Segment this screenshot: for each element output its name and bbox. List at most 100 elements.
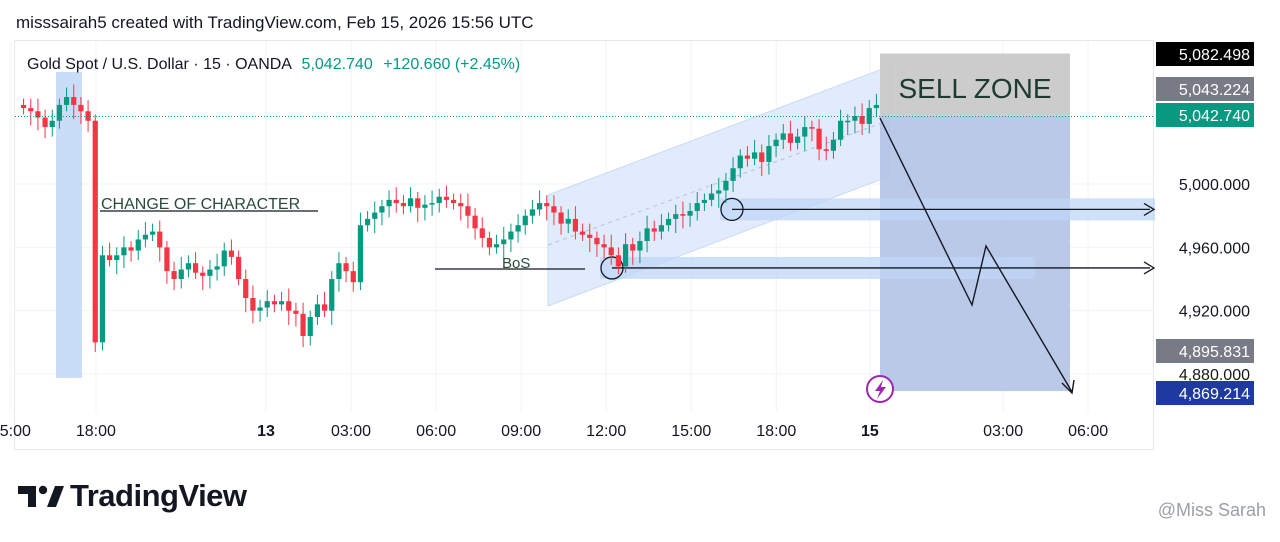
candle-body bbox=[658, 225, 665, 232]
candle-body bbox=[608, 247, 614, 256]
candle-body bbox=[708, 193, 715, 200]
symbol-legend: Gold Spot / U.S. Dollar · 15 · OANDA 5,0… bbox=[27, 56, 520, 74]
candle-body bbox=[228, 250, 235, 257]
candle-body bbox=[443, 196, 450, 200]
lightning-icon bbox=[875, 380, 886, 399]
candle-body bbox=[773, 139, 779, 147]
support-arrow-head bbox=[1143, 202, 1156, 216]
x-tick-label: 12:00 bbox=[586, 423, 626, 440]
candle-body bbox=[20, 104, 27, 109]
tradingview-logo-text: TradingView bbox=[70, 478, 247, 513]
candle-body bbox=[852, 116, 858, 121]
price-tag bbox=[1156, 42, 1254, 66]
candle-body bbox=[106, 255, 113, 261]
candle-body bbox=[142, 234, 149, 240]
candle-body bbox=[501, 239, 507, 245]
candle-body bbox=[787, 133, 794, 143]
candle-body bbox=[71, 97, 77, 105]
candle-body bbox=[35, 111, 41, 118]
candle-body bbox=[128, 247, 134, 251]
candle-body bbox=[644, 228, 650, 242]
price-tag bbox=[1156, 339, 1254, 363]
candle-body bbox=[465, 206, 471, 216]
bos-label: BoS bbox=[502, 255, 530, 272]
candle-body bbox=[551, 206, 557, 213]
y-tick-label: 4,960.000 bbox=[1179, 240, 1250, 257]
candle-body bbox=[415, 198, 421, 208]
candle-body bbox=[357, 225, 364, 283]
candle-body bbox=[121, 247, 127, 256]
price-tag-label: 5,082.498 bbox=[1179, 47, 1250, 64]
candle-body bbox=[92, 120, 98, 343]
y-tick-label: 5,000.000 bbox=[1179, 177, 1250, 194]
candle-body bbox=[321, 304, 328, 311]
candle-body bbox=[508, 231, 514, 240]
price-tag-label: 5,042.740 bbox=[1179, 108, 1250, 125]
candle-body bbox=[407, 198, 414, 207]
candle-body bbox=[164, 247, 170, 272]
x-tick-label: 06:00 bbox=[416, 423, 456, 440]
price-tag-label: 4,869.214 bbox=[1179, 386, 1250, 403]
candle-body bbox=[544, 203, 550, 207]
candle-body bbox=[286, 301, 292, 311]
candle-body bbox=[744, 155, 751, 159]
target-zone bbox=[880, 115, 1070, 392]
candle-body bbox=[780, 133, 786, 140]
x-tick-label: 18:00 bbox=[76, 423, 116, 440]
candle-body bbox=[802, 127, 808, 137]
candle-body bbox=[257, 307, 263, 311]
candle-body bbox=[436, 196, 442, 204]
candle-body bbox=[515, 225, 521, 232]
price-tag-label: 4,895.831 bbox=[1179, 344, 1250, 361]
candle-body bbox=[393, 199, 399, 204]
candle-body bbox=[364, 218, 371, 226]
projection-arrow-head bbox=[1061, 379, 1075, 395]
candle-body bbox=[300, 313, 306, 337]
price-tag bbox=[1156, 381, 1254, 405]
candle-body bbox=[687, 210, 693, 216]
candle-body bbox=[264, 301, 270, 308]
candle-body bbox=[221, 250, 227, 267]
candle-body bbox=[207, 269, 213, 276]
candle-body bbox=[493, 244, 500, 248]
level-circle bbox=[720, 197, 744, 222]
candle-body bbox=[350, 271, 356, 283]
symbol-name: Gold Spot / U.S. Dollar · 15 · OANDA bbox=[27, 56, 292, 73]
candle-body bbox=[114, 255, 120, 261]
price-tag bbox=[1156, 103, 1254, 127]
candle-body bbox=[149, 231, 156, 235]
candle-body bbox=[99, 255, 106, 343]
candle-body bbox=[837, 120, 844, 140]
candle-body bbox=[486, 237, 493, 248]
tradingview-logo[interactable]: TradingView bbox=[18, 478, 247, 514]
candle-body bbox=[307, 317, 313, 337]
sell-zone-label: SELL ZONE bbox=[898, 73, 1051, 104]
candle-body bbox=[63, 97, 70, 105]
candle-body bbox=[637, 241, 643, 251]
candle-body bbox=[845, 120, 851, 123]
candle-body bbox=[450, 199, 457, 204]
candle-body bbox=[680, 214, 686, 216]
candle-body bbox=[472, 215, 478, 229]
tradingview-logo-icon bbox=[18, 485, 64, 507]
candle-body bbox=[673, 214, 679, 219]
price-change: +120.660 (+2.45%) bbox=[383, 56, 521, 73]
candle-body bbox=[816, 128, 822, 150]
candle-body bbox=[278, 301, 285, 305]
candle-body bbox=[579, 231, 586, 235]
candle-body bbox=[716, 190, 722, 194]
candle-body bbox=[336, 263, 342, 280]
x-tick-label: 15:00 bbox=[671, 423, 711, 440]
sell-zone bbox=[880, 53, 1070, 116]
price-tag bbox=[1156, 77, 1254, 101]
candle-body bbox=[386, 199, 392, 207]
level-circle bbox=[600, 256, 624, 280]
candle-body bbox=[171, 271, 177, 280]
candle-body bbox=[565, 218, 571, 224]
projection-path bbox=[879, 117, 1073, 393]
x-tick-label: 03:00 bbox=[331, 423, 371, 440]
candle-body bbox=[809, 127, 815, 129]
candle-body bbox=[243, 279, 249, 299]
candle-body bbox=[28, 108, 34, 112]
